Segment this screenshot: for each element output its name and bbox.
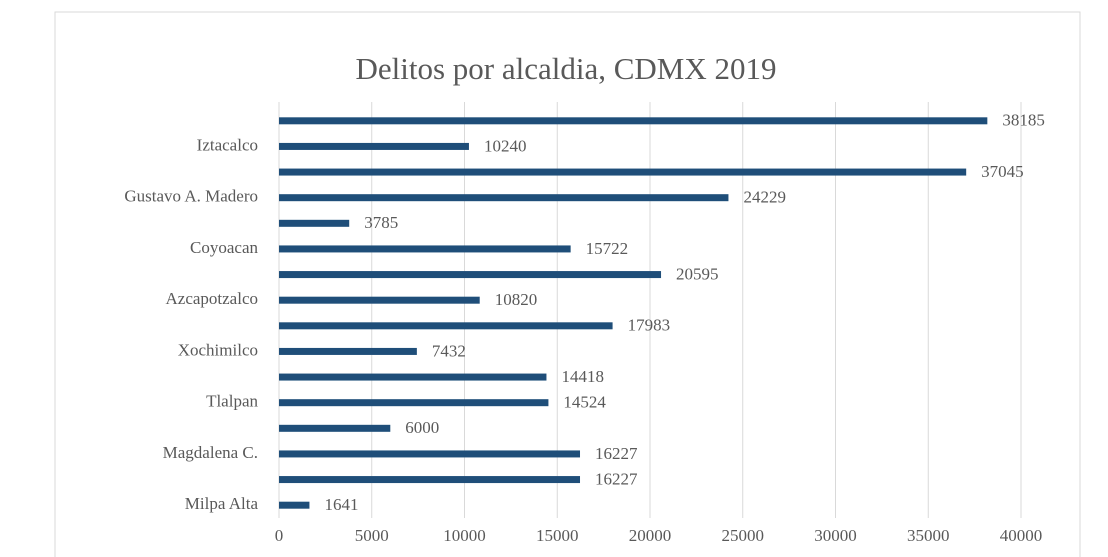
chart-title: Delitos por alcaldia, CDMX 2019: [355, 51, 776, 86]
data-label: 14418: [561, 367, 604, 386]
data-label: 38185: [1002, 111, 1045, 130]
y-tick-label: Coyoacan: [190, 238, 258, 257]
bar: [279, 501, 310, 509]
bar: [279, 194, 729, 202]
x-tick-label: 10000: [443, 526, 486, 545]
bar: [279, 450, 581, 458]
bar: [279, 245, 571, 253]
y-tick-label: Azcapotzalco: [166, 289, 259, 308]
data-label: 3785: [364, 213, 398, 232]
bar: [279, 271, 662, 279]
y-tick-label: Tlalpan: [206, 392, 258, 411]
data-label: 17983: [628, 316, 671, 335]
bar: [279, 476, 581, 484]
y-tick-label: Milpa Alta: [185, 494, 259, 513]
data-label: 37045: [981, 162, 1024, 181]
y-tick-label: Xochimilco: [178, 340, 258, 359]
y-tick-label: Magdalena C.: [163, 443, 258, 462]
bar: [279, 347, 417, 355]
bar: [279, 117, 988, 125]
x-tick-label: 20000: [629, 526, 672, 545]
data-label: 10820: [495, 290, 538, 309]
bar: [279, 168, 967, 176]
bar: [279, 373, 547, 381]
data-label: 20595: [676, 264, 719, 283]
data-label: 16227: [595, 444, 638, 463]
x-tick-label: 0: [275, 526, 284, 545]
bar: [279, 322, 613, 330]
x-tick-label: 25000: [722, 526, 765, 545]
bar: [279, 424, 391, 432]
bar: [279, 219, 350, 227]
x-tick-label: 15000: [536, 526, 579, 545]
data-label: 6000: [405, 418, 439, 437]
x-tick-label: 40000: [1000, 526, 1043, 545]
data-label: 16227: [595, 469, 638, 488]
data-label: 1641: [324, 495, 358, 514]
data-label: 24229: [743, 188, 786, 207]
data-label: 10240: [484, 136, 527, 155]
y-tick-label: Iztacalco: [197, 135, 258, 154]
data-label: 14524: [563, 393, 606, 412]
x-tick-label: 30000: [814, 526, 857, 545]
y-tick-label: Gustavo A. Madero: [124, 187, 258, 206]
bar: [279, 296, 480, 304]
bar: [279, 399, 549, 407]
data-label: 15722: [586, 239, 629, 258]
bar: [279, 142, 469, 150]
x-tick-label: 35000: [907, 526, 950, 545]
x-tick-label: 5000: [355, 526, 389, 545]
chart-border: [54, 11, 1081, 557]
data-label: 7432: [432, 341, 466, 360]
